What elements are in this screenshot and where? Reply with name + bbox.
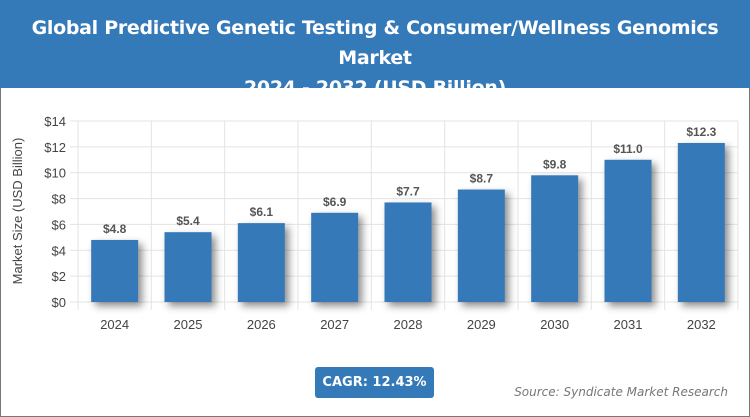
- y-tick-label: $4: [52, 243, 66, 258]
- y-tick-label: $0: [52, 295, 66, 310]
- bar: [457, 189, 505, 302]
- x-tick-label: 2030: [540, 317, 569, 332]
- x-tick-label: 2025: [174, 317, 203, 332]
- x-tick-label: 2026: [247, 317, 276, 332]
- data-label: $6.9: [323, 195, 347, 209]
- bar: [164, 232, 212, 302]
- x-tick-label: 2031: [614, 317, 643, 332]
- data-label: $6.1: [250, 205, 274, 219]
- bar: [677, 142, 725, 302]
- data-label: $4.8: [103, 222, 127, 236]
- chart-subtitle: 2024 - 2032 (USD Billion): [244, 77, 506, 99]
- cagr-badge: CAGR: 12.43%: [315, 367, 434, 398]
- x-tick-label: 2032: [687, 317, 716, 332]
- data-label: $7.7: [396, 184, 420, 198]
- data-label: $11.0: [613, 142, 643, 156]
- data-label: $8.7: [470, 172, 494, 186]
- x-tick-label: 2028: [394, 317, 423, 332]
- y-tick-label: $2: [52, 269, 66, 284]
- data-label: $12.3: [686, 125, 716, 139]
- x-tick-label: 2029: [467, 317, 496, 332]
- bar: [604, 159, 652, 302]
- y-tick-label: $10: [44, 166, 66, 181]
- y-tick-label: $14: [44, 114, 66, 129]
- bar: [384, 202, 432, 302]
- y-tick-label: $6: [52, 217, 66, 232]
- bar: [237, 223, 285, 302]
- chart-title: Global Predictive Genetic Testing & Cons…: [31, 17, 719, 69]
- data-label: $5.4: [176, 214, 200, 228]
- y-tick-label: $8: [52, 192, 66, 207]
- x-tick-label: 2024: [100, 317, 129, 332]
- chart-header: Global Predictive Genetic Testing & Cons…: [0, 0, 750, 99]
- y-axis-label: Market Size (USD Billion): [10, 138, 25, 285]
- bar: [531, 175, 579, 302]
- data-label: $9.8: [543, 157, 567, 171]
- bar: [311, 212, 359, 302]
- bar: [91, 239, 139, 302]
- y-tick-label: $12: [44, 140, 66, 155]
- source-note: Source: Syndicate Market Research: [514, 385, 728, 399]
- x-tick-label: 2027: [320, 317, 349, 332]
